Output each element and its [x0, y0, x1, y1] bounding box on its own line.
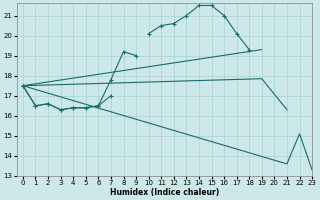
X-axis label: Humidex (Indice chaleur): Humidex (Indice chaleur) [110, 188, 219, 197]
